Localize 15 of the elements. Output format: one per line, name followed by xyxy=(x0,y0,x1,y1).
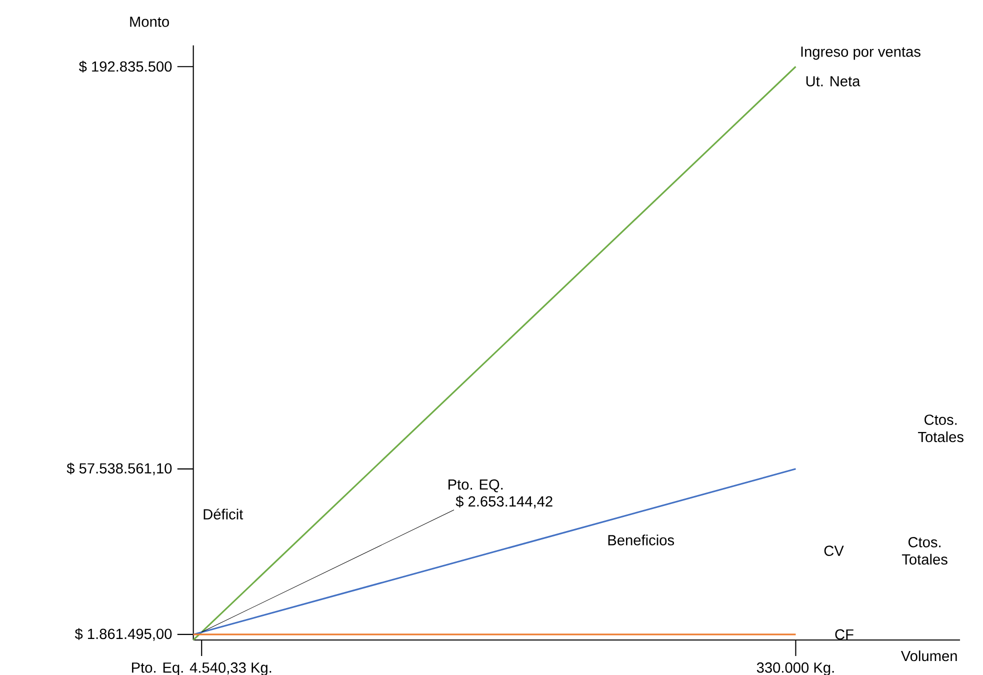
annotation: Pto. EQ. xyxy=(448,479,503,492)
x-axis-title: Volumen xyxy=(900,650,957,662)
annotation: Ctos. Totales xyxy=(902,537,948,565)
y-tick-label: $ 192.835.500 xyxy=(78,60,172,73)
annotation: Ingreso por ventas xyxy=(801,46,920,60)
y-axis-title: Monto xyxy=(130,16,169,27)
annotation: Beneficios xyxy=(608,534,674,546)
annotation: Ut. Neta xyxy=(806,76,860,86)
annotation: Déficit xyxy=(204,508,244,520)
annotation: $ 2.653.144,42 xyxy=(456,496,552,508)
annotation: CV xyxy=(824,546,844,556)
y-tick-label: $ 1.861.495,00 xyxy=(74,628,172,641)
y-tick-label: $ 57.538.561,10 xyxy=(66,462,172,476)
annotation: CF xyxy=(835,629,854,640)
annotation: Ctos. Totales xyxy=(918,414,964,442)
